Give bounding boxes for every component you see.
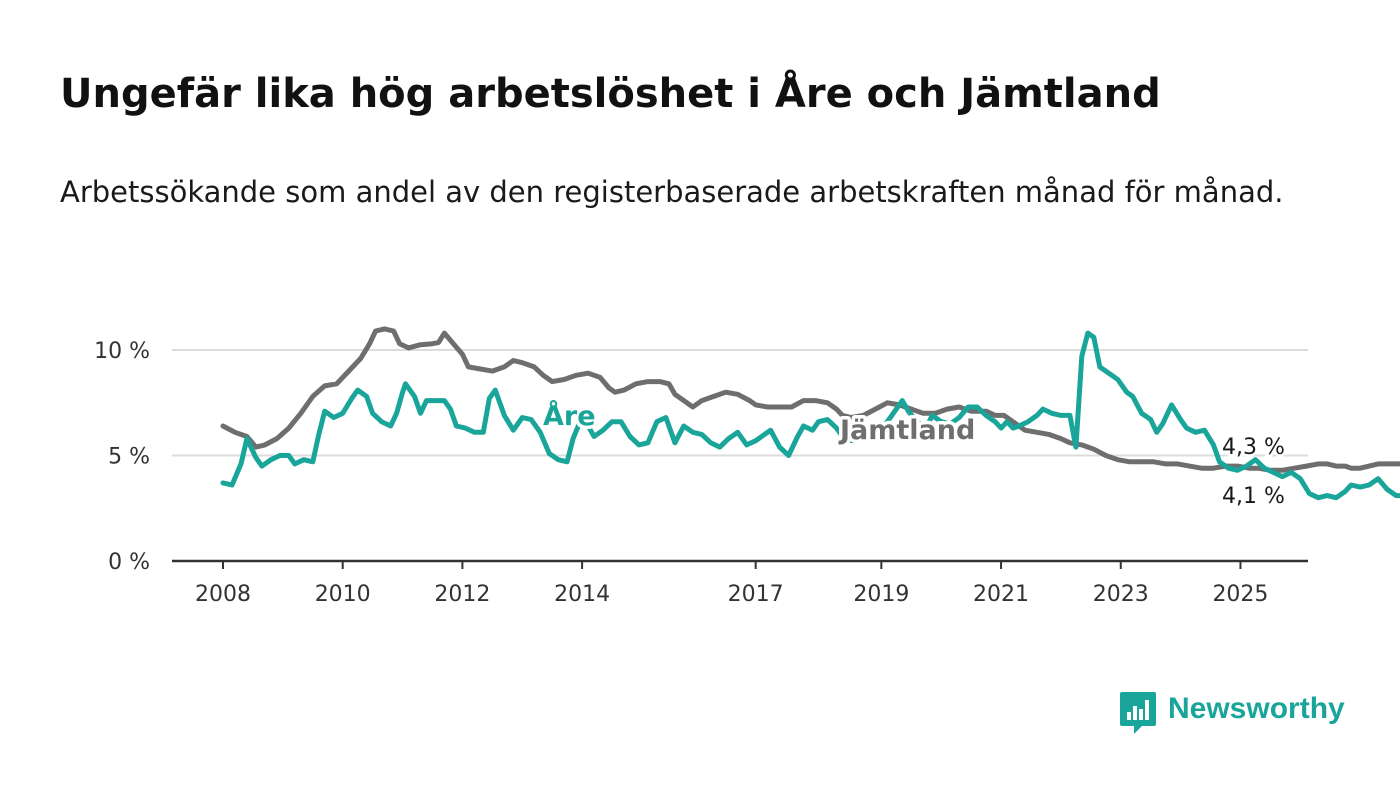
y-tick-label: 5 % <box>108 445 150 470</box>
newsworthy-chart-icon <box>1120 692 1156 734</box>
end-label-are: 4,1 % <box>1222 484 1285 509</box>
chart-title: Ungefär lika hög arbetslöshet i Åre och … <box>60 71 1161 117</box>
series-labels: Åre Jämtland 4,3 % 4,1 % <box>540 397 1288 512</box>
x-tick-label: 2017 <box>728 582 784 607</box>
x-tick-label: 2014 <box>554 582 610 607</box>
x-tick-label: 2019 <box>853 582 909 607</box>
x-tick-label: 2023 <box>1093 582 1149 607</box>
brand-name: Newsworthy <box>1168 692 1345 725</box>
y-tick-label: 10 % <box>94 339 150 364</box>
series-line-are <box>220 330 1400 501</box>
x-tick-label: 2012 <box>434 582 490 607</box>
newsworthy-logo: Newsworthy <box>1118 690 1358 736</box>
end-label-jamtland: 4,3 % <box>1222 435 1285 460</box>
axes: 0 % 5 % 10 % 2008 2010 2012 2014 2017 2019 2021 20… <box>94 339 1308 607</box>
series-lines <box>220 326 1400 501</box>
series-label-jamtland: Jämtland <box>838 415 975 446</box>
chart-subtitle: Arbetssökande som andel av den registerb… <box>60 175 1284 209</box>
gridlines <box>172 349 1308 457</box>
x-tick-label: 2008 <box>195 582 251 607</box>
x-tick-label: 2010 <box>315 582 371 607</box>
series-label-are: Åre <box>543 400 596 432</box>
y-tick-label: 0 % <box>108 550 150 575</box>
x-tick-label: 2025 <box>1212 582 1268 607</box>
x-tick-label: 2021 <box>973 582 1029 607</box>
